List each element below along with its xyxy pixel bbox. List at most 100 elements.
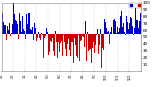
Legend: , : , [129, 3, 141, 8]
Bar [117, 27, 118, 33]
Bar [59, 33, 60, 52]
Bar [65, 33, 66, 49]
Bar [112, 33, 113, 34]
Bar [100, 29, 101, 33]
Bar [80, 34, 81, 41]
Bar [97, 17, 98, 33]
Bar [26, 14, 27, 33]
Bar [19, 13, 20, 33]
Bar [81, 34, 82, 40]
Bar [127, 22, 128, 33]
Bar [82, 33, 83, 36]
Bar [56, 34, 57, 42]
Bar [43, 33, 44, 58]
Bar [38, 32, 39, 33]
Bar [49, 33, 50, 52]
Bar [129, 23, 130, 33]
Bar [78, 33, 79, 35]
Bar [50, 33, 51, 41]
Bar [134, 28, 135, 33]
Bar [75, 34, 76, 45]
Bar [84, 34, 85, 50]
Bar [107, 32, 108, 33]
Bar [125, 34, 126, 35]
Bar [89, 34, 90, 40]
Bar [18, 34, 19, 39]
Bar [88, 33, 89, 51]
Bar [109, 34, 110, 44]
Bar [77, 34, 78, 58]
Bar [94, 33, 95, 53]
Bar [6, 33, 7, 40]
Bar [47, 32, 48, 33]
Bar [2, 13, 3, 33]
Bar [34, 23, 35, 33]
Bar [17, 24, 18, 33]
Bar [9, 23, 10, 33]
Bar [140, 13, 141, 33]
Bar [103, 33, 104, 50]
Bar [83, 34, 84, 37]
Bar [23, 29, 24, 33]
Bar [4, 25, 5, 33]
Bar [131, 29, 132, 33]
Bar [139, 4, 140, 33]
Bar [90, 34, 91, 49]
Bar [92, 32, 93, 33]
Bar [111, 27, 112, 33]
Bar [1, 15, 2, 33]
Bar [48, 34, 49, 55]
Bar [87, 32, 88, 33]
Bar [20, 21, 21, 33]
Bar [31, 29, 32, 33]
Bar [21, 32, 22, 33]
Bar [51, 34, 52, 42]
Bar [72, 34, 73, 42]
Bar [24, 31, 25, 33]
Bar [136, 20, 137, 33]
Bar [102, 33, 103, 48]
Bar [106, 28, 107, 33]
Bar [69, 33, 70, 50]
Bar [29, 13, 30, 33]
Bar [39, 33, 40, 38]
Bar [115, 21, 116, 33]
Bar [113, 20, 114, 33]
Bar [67, 33, 68, 44]
Bar [14, 14, 15, 33]
Bar [44, 13, 45, 33]
Bar [30, 29, 31, 33]
Bar [63, 33, 64, 35]
Bar [64, 34, 65, 42]
Bar [66, 34, 67, 56]
Bar [68, 33, 69, 47]
Bar [62, 34, 63, 56]
Bar [27, 25, 28, 33]
Bar [55, 31, 56, 33]
Bar [13, 3, 14, 33]
Bar [86, 33, 87, 61]
Bar [46, 28, 47, 33]
Bar [16, 21, 17, 33]
Bar [10, 33, 11, 36]
Bar [124, 32, 125, 33]
Bar [35, 28, 36, 33]
Bar [76, 33, 77, 45]
Bar [15, 20, 16, 33]
Bar [126, 14, 127, 33]
Bar [122, 27, 123, 33]
Bar [135, 5, 136, 33]
Bar [37, 33, 38, 38]
Bar [98, 34, 99, 54]
Bar [7, 26, 8, 33]
Bar [133, 34, 134, 35]
Bar [120, 16, 121, 33]
Bar [8, 30, 9, 33]
Bar [128, 29, 129, 33]
Bar [130, 17, 131, 33]
Bar [45, 34, 46, 36]
Bar [105, 22, 106, 33]
Bar [108, 31, 109, 33]
Bar [3, 22, 4, 33]
Bar [70, 33, 71, 56]
